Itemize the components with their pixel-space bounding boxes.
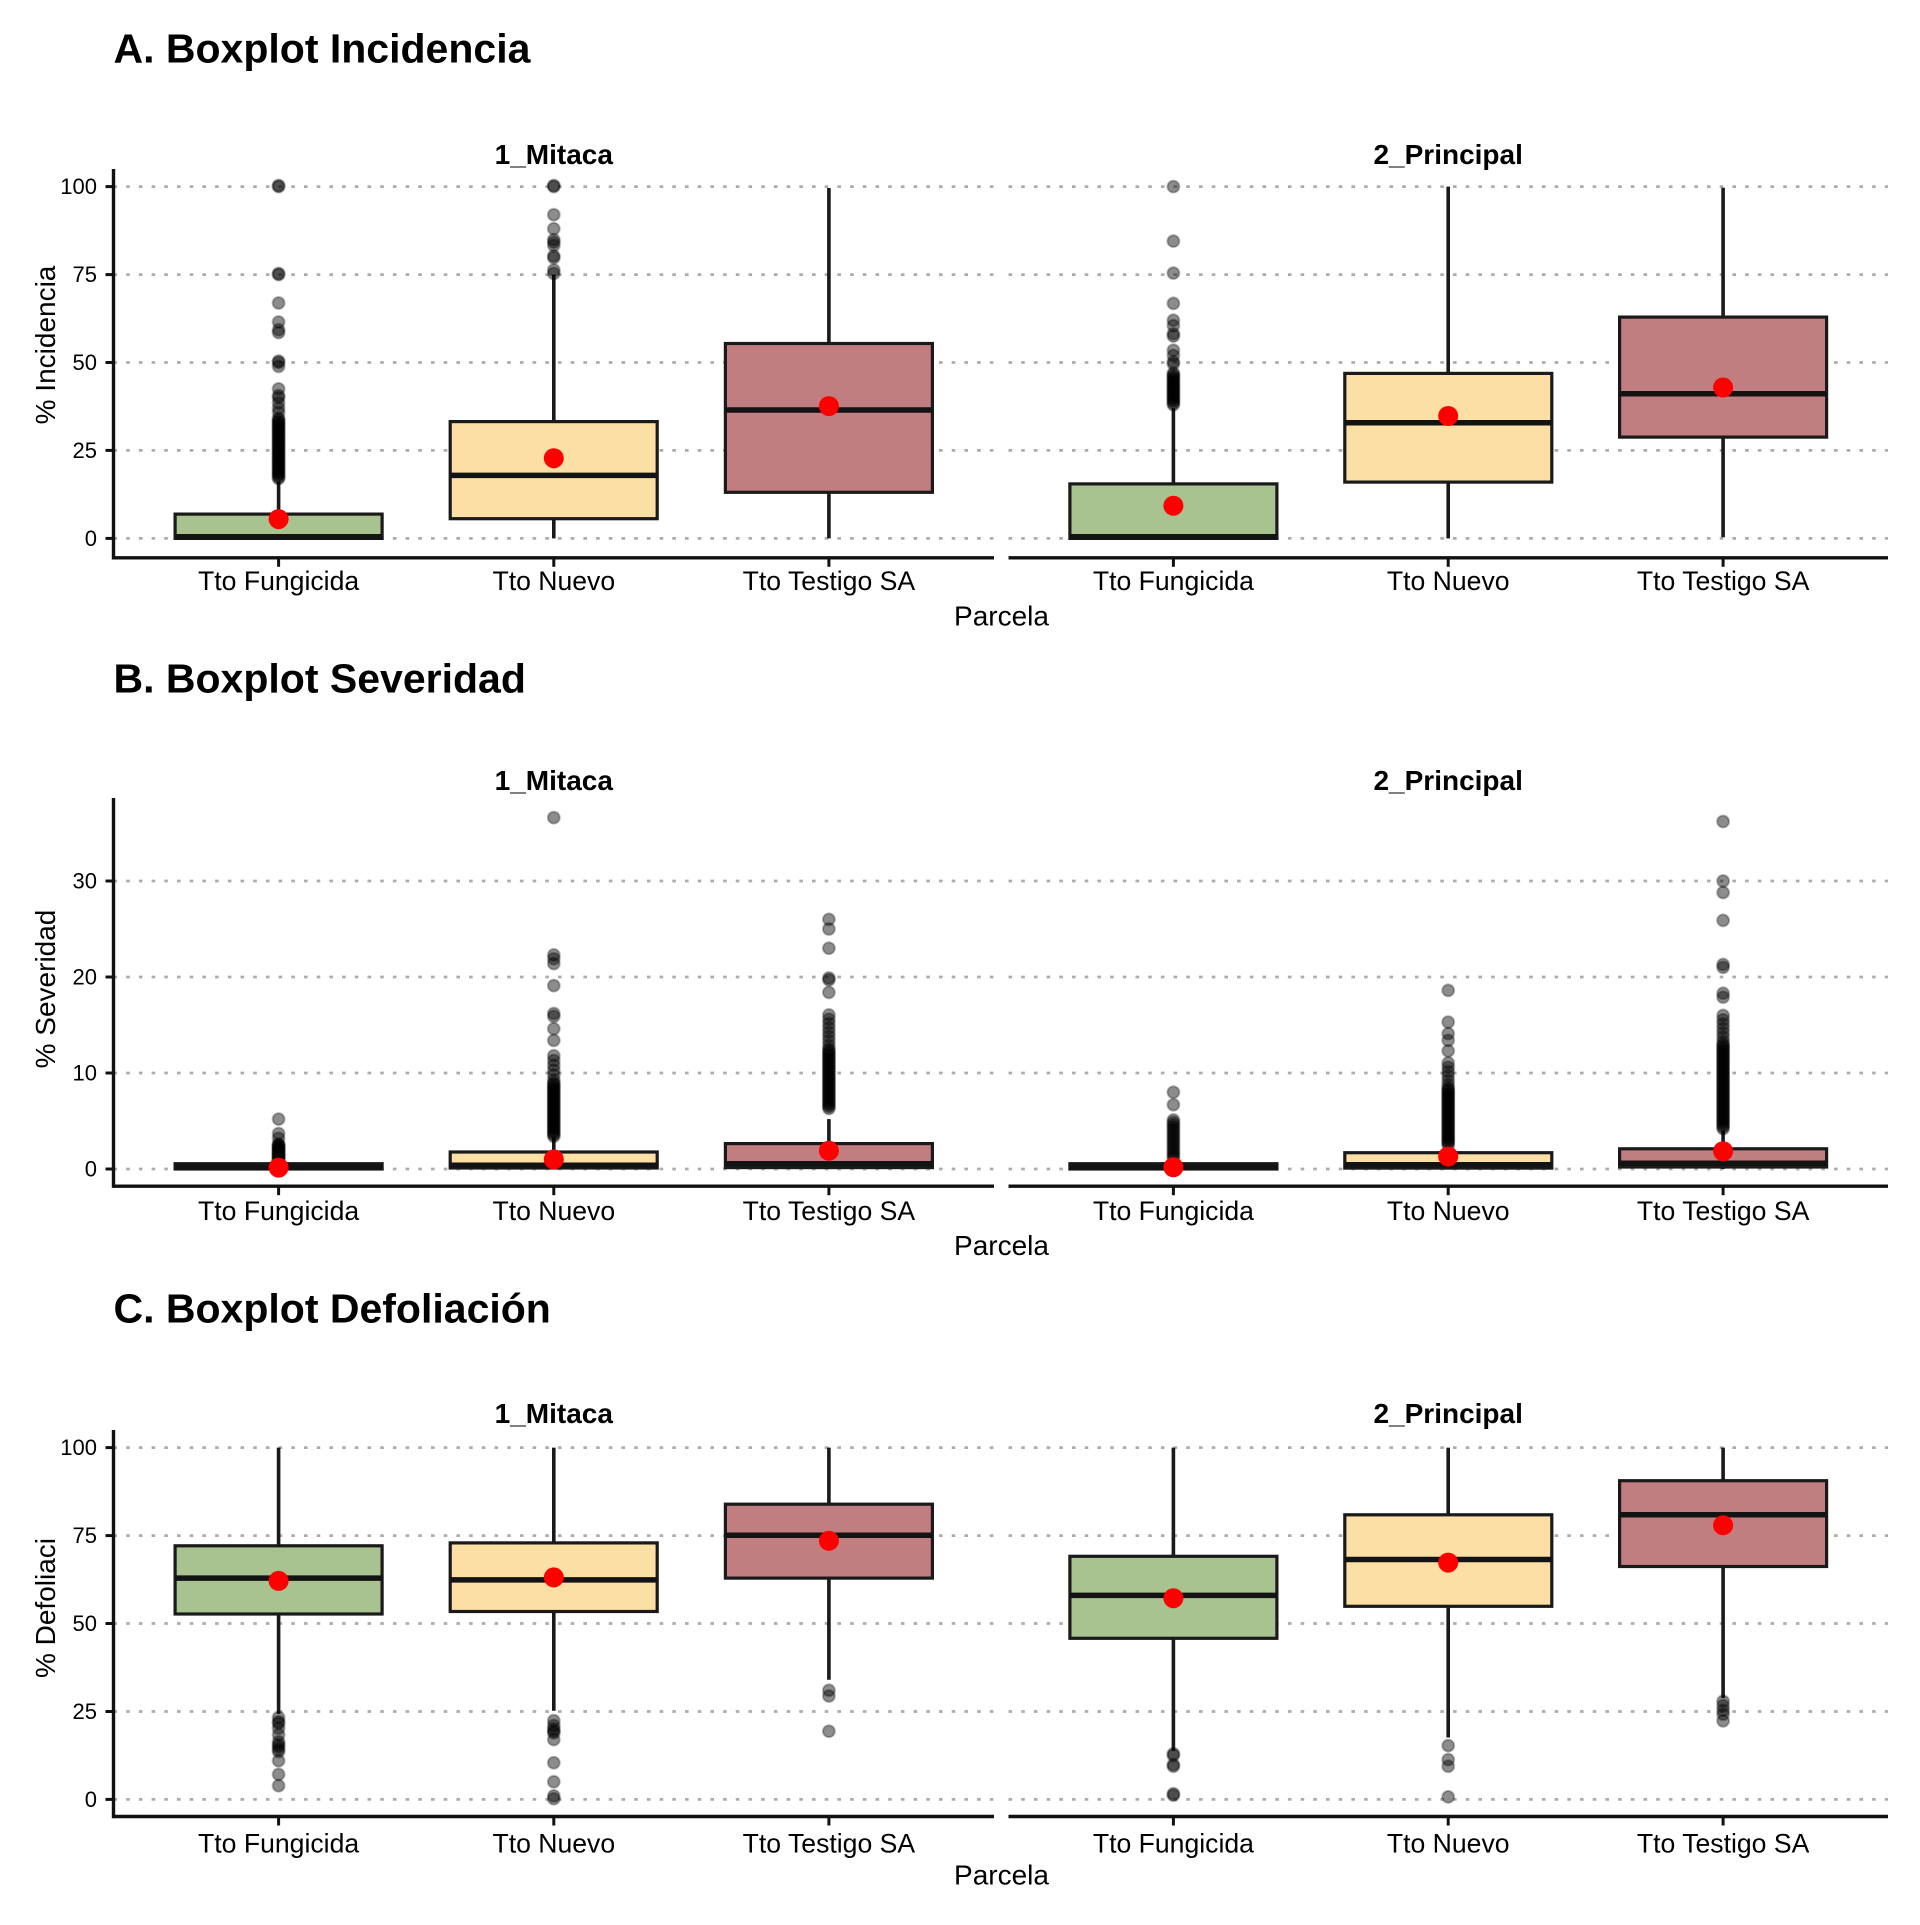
svg-text:30: 30 [73,869,97,894]
svg-text:Tto Fungicida: Tto Fungicida [1093,566,1254,596]
svg-text:Parcela: Parcela [954,1860,1049,1891]
svg-text:10: 10 [73,1061,97,1086]
svg-text:Parcela: Parcela [954,601,1049,632]
svg-text:2_Principal: 2_Principal [1373,1398,1522,1429]
svg-text:% Defoliaci: % Defoliaci [30,1538,61,1678]
svg-text:20: 20 [73,965,97,990]
svg-text:Tto Testigo SA: Tto Testigo SA [1637,566,1810,596]
svg-text:Tto Fungicida: Tto Fungicida [198,1196,359,1226]
svg-text:0: 0 [85,1157,97,1182]
svg-text:Tto Nuevo: Tto Nuevo [492,1829,615,1859]
svg-text:Tto Nuevo: Tto Nuevo [1387,1829,1510,1859]
svg-text:Tto Nuevo: Tto Nuevo [1387,1196,1510,1226]
svg-text:100: 100 [60,174,97,199]
svg-text:Tto Testigo SA: Tto Testigo SA [743,1829,916,1859]
svg-text:Tto Testigo SA: Tto Testigo SA [743,566,916,596]
svg-text:0: 0 [85,526,97,551]
svg-text:Tto Testigo SA: Tto Testigo SA [1637,1829,1810,1859]
svg-text:Tto Fungicida: Tto Fungicida [198,1829,359,1859]
svg-text:% Incidencia: % Incidencia [30,265,61,424]
svg-text:25: 25 [73,1699,97,1724]
svg-text:Tto Testigo SA: Tto Testigo SA [743,1196,916,1226]
svg-text:75: 75 [73,262,97,287]
svg-text:A. Boxplot Incidencia: A. Boxplot Incidencia [114,26,532,72]
svg-text:1_Mitaca: 1_Mitaca [495,139,614,170]
svg-text:0: 0 [85,1787,97,1812]
svg-text:Tto Fungicida: Tto Fungicida [198,566,359,596]
svg-text:1_Mitaca: 1_Mitaca [495,1398,614,1429]
svg-text:100: 100 [60,1435,97,1460]
svg-text:1_Mitaca: 1_Mitaca [495,765,614,796]
svg-text:50: 50 [73,350,97,375]
svg-text:Tto Fungicida: Tto Fungicida [1093,1196,1254,1226]
svg-text:C. Boxplot Defoliación: C. Boxplot Defoliación [114,1286,551,1332]
svg-text:% Severidad: % Severidad [30,910,61,1069]
svg-text:B. Boxplot Severidad: B. Boxplot Severidad [114,656,526,702]
svg-text:Parcela: Parcela [954,1230,1049,1261]
svg-text:Tto Nuevo: Tto Nuevo [492,1196,615,1226]
svg-text:25: 25 [73,438,97,463]
svg-text:75: 75 [73,1523,97,1548]
svg-text:Tto Nuevo: Tto Nuevo [1387,566,1510,596]
svg-text:2_Principal: 2_Principal [1373,139,1522,170]
svg-text:Tto Fungicida: Tto Fungicida [1093,1829,1254,1859]
svg-text:Tto Testigo SA: Tto Testigo SA [1637,1196,1810,1226]
svg-text:2_Principal: 2_Principal [1373,765,1522,796]
svg-text:Tto Nuevo: Tto Nuevo [492,566,615,596]
svg-text:50: 50 [73,1611,97,1636]
